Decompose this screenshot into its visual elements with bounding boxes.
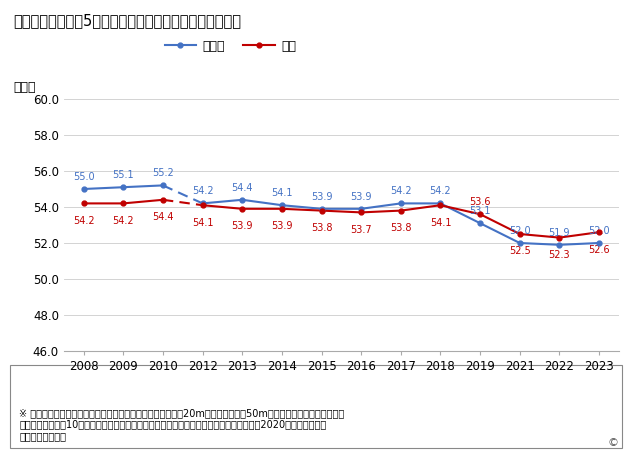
Text: 53.1: 53.1: [470, 206, 491, 216]
Text: 52.6: 52.6: [588, 245, 610, 255]
Text: 53.9: 53.9: [271, 221, 293, 231]
Text: 54.1: 54.1: [430, 218, 451, 228]
Text: 54.2: 54.2: [73, 216, 94, 226]
Text: 53.9: 53.9: [232, 221, 253, 231]
Text: 54.2: 54.2: [112, 216, 134, 226]
Text: 54.2: 54.2: [429, 186, 451, 197]
Text: ※ 総合点は、握力、上体起こし、長座体前屈、反復横とび、20mシャトルラン、50m走、立ち幅とび、ソフトボー
ル投げの各種目を10点満点で評価した合計点。評価基: ※ 総合点は、握力、上体起こし、長座体前屈、反復横とび、20mシャトルラン、50…: [19, 408, 345, 441]
Text: 53.9: 53.9: [311, 192, 332, 202]
Text: 静岡県　男子小学5年生の体力運動能力は向上しているか: 静岡県 男子小学5年生の体力運動能力は向上しているか: [13, 14, 241, 28]
Text: 52.3: 52.3: [549, 250, 570, 260]
Text: 55.2: 55.2: [152, 168, 174, 179]
Text: 54.4: 54.4: [152, 212, 174, 222]
Text: 55.0: 55.0: [73, 172, 94, 182]
Text: 54.1: 54.1: [271, 188, 293, 198]
Text: 53.9: 53.9: [350, 192, 372, 202]
Text: 54.1: 54.1: [192, 218, 213, 228]
Text: 55.1: 55.1: [112, 170, 134, 180]
Text: 53.8: 53.8: [390, 223, 412, 233]
Text: 54.2: 54.2: [390, 186, 412, 197]
Text: 52.0: 52.0: [509, 226, 531, 236]
Text: ©: ©: [608, 438, 619, 448]
Text: 53.7: 53.7: [350, 225, 372, 235]
Text: 54.2: 54.2: [192, 186, 213, 197]
Text: 52.0: 52.0: [588, 226, 610, 236]
Text: 54.4: 54.4: [232, 183, 253, 193]
Text: 51.9: 51.9: [549, 228, 570, 238]
Text: 53.6: 53.6: [470, 197, 491, 207]
Legend: 静岡県, 全国: 静岡県, 全国: [160, 35, 301, 58]
Text: 53.8: 53.8: [311, 223, 332, 233]
Text: ［点］: ［点］: [14, 81, 36, 94]
Text: 52.5: 52.5: [509, 247, 531, 256]
